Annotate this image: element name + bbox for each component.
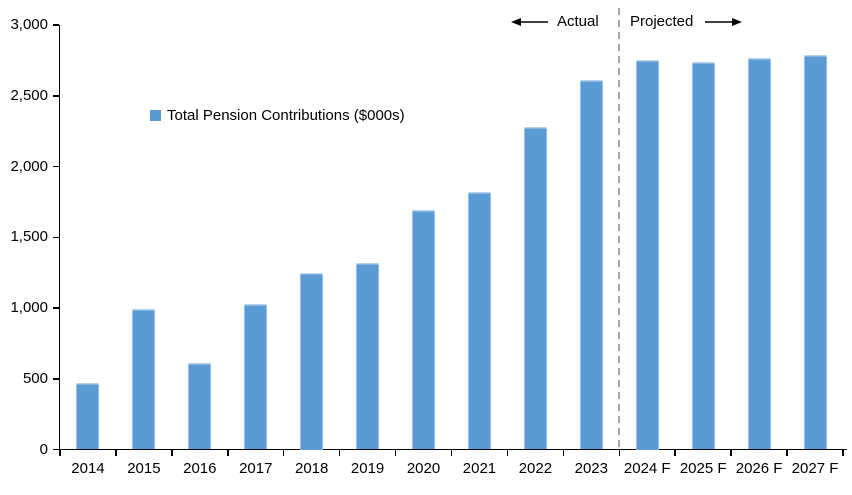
actual-projected-divider-line xyxy=(618,8,620,449)
x-axis-line xyxy=(58,448,847,451)
bar-2027-f xyxy=(803,54,827,450)
y-axis-tick-label: 500 xyxy=(22,369,48,387)
x-axis-tick xyxy=(394,449,397,456)
projected-arrow-right-icon xyxy=(705,18,742,26)
actual-label: Actual xyxy=(557,13,599,30)
x-axis-tick xyxy=(618,449,621,456)
bar-2023 xyxy=(579,80,603,450)
x-axis-label-2026-f: 2026 F xyxy=(735,460,783,477)
y-axis-tick-label: 0 xyxy=(39,440,48,458)
x-axis-tick xyxy=(842,449,844,456)
x-axis-tick xyxy=(282,449,285,456)
x-axis-label-2027-f: 2027 F xyxy=(791,460,839,477)
x-axis-label-2020: 2020 xyxy=(406,460,441,477)
x-axis-label-2023: 2023 xyxy=(574,460,608,477)
x-axis-tick xyxy=(171,449,173,456)
y-axis-tick-label: 3,000 xyxy=(10,16,48,33)
actual-arrow-left-icon xyxy=(511,18,548,26)
x-axis-label-2017: 2017 xyxy=(239,460,273,477)
x-axis-label-2014: 2014 xyxy=(71,460,105,477)
y-axis-tick xyxy=(52,307,59,309)
x-axis-tick xyxy=(674,449,676,456)
bar-2014 xyxy=(76,382,100,450)
bar-2015 xyxy=(132,309,156,450)
x-axis-label-2015: 2015 xyxy=(127,460,161,477)
y-axis-tick xyxy=(52,236,59,238)
y-axis-tick xyxy=(52,165,59,168)
bar-2024-f xyxy=(635,60,659,450)
x-axis-tick xyxy=(730,449,732,456)
projected-label: Projected xyxy=(630,13,694,30)
x-axis-label-2025-f: 2025 F xyxy=(679,460,727,477)
y-axis-tick xyxy=(52,448,59,451)
legend-swatch-icon xyxy=(150,110,161,121)
bar-2022 xyxy=(523,126,547,450)
x-axis-tick xyxy=(59,449,61,456)
x-axis-label-2018: 2018 xyxy=(294,460,329,477)
bar-2019 xyxy=(356,262,380,450)
y-axis-tick xyxy=(52,95,59,97)
y-axis-tick-label: 2,500 xyxy=(10,86,48,104)
y-axis-tick-label: 2,000 xyxy=(10,157,48,175)
x-axis-label-2022: 2022 xyxy=(518,460,553,477)
x-axis-tick xyxy=(450,449,453,456)
y-axis-tick-label: 1,000 xyxy=(10,299,48,316)
bar-2017 xyxy=(244,303,268,450)
bar-2021 xyxy=(467,191,491,450)
bar-2025-f xyxy=(691,61,715,450)
y-axis-line xyxy=(58,25,60,450)
bar-2026-f xyxy=(747,57,771,450)
y-axis-tick xyxy=(52,378,59,380)
x-axis-label-2024-f: 2024 F xyxy=(623,460,671,477)
x-axis-tick xyxy=(115,449,117,456)
legend-label: Total Pension Contributions ($000s) xyxy=(167,107,405,124)
x-axis-label-2016: 2016 xyxy=(183,460,217,477)
x-axis-tick xyxy=(227,449,229,456)
y-axis-tick xyxy=(52,24,59,26)
y-axis-tick-label: 1,500 xyxy=(10,228,48,246)
bar-2016 xyxy=(188,363,212,450)
bar-2020 xyxy=(412,210,436,450)
x-axis-tick xyxy=(338,449,341,456)
x-axis-tick xyxy=(506,449,509,456)
x-axis-label-2019: 2019 xyxy=(350,460,385,477)
x-axis-tick xyxy=(562,449,565,456)
x-axis-tick xyxy=(786,449,788,456)
bar-2018 xyxy=(300,272,324,450)
legend: Total Pension Contributions ($000s) xyxy=(150,107,405,124)
x-axis-label-2021: 2021 xyxy=(462,460,497,477)
